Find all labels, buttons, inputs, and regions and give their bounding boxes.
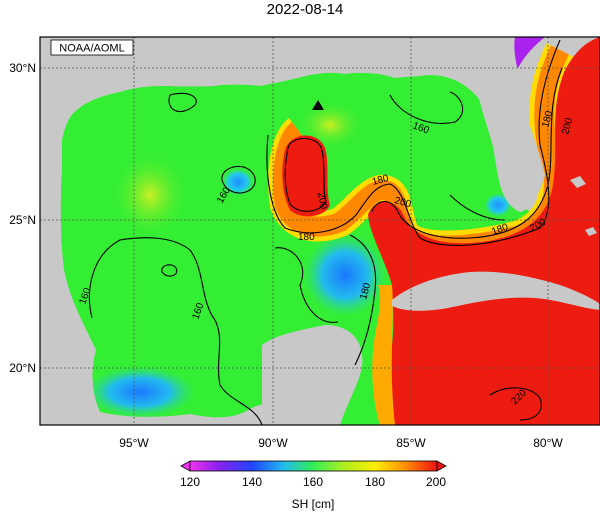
contour-200-loop bbox=[371, 67, 563, 239]
lon-label-80w: 80°W bbox=[533, 436, 563, 450]
yucatan-land bbox=[262, 325, 363, 425]
florida-land bbox=[460, 37, 545, 212]
lon-label-95w: 95°W bbox=[119, 436, 149, 450]
colorbar-right-arrow bbox=[436, 460, 447, 472]
contour-lines bbox=[88, 39, 563, 425]
contour-220 bbox=[489, 387, 542, 421]
contour-160-eddy bbox=[221, 165, 256, 194]
contour-160-c bbox=[274, 247, 339, 323]
sh-patch bbox=[110, 150, 190, 240]
lon-label-90w: 90°W bbox=[258, 436, 288, 450]
colorbar-tick: 140 bbox=[242, 475, 262, 489]
mexico-land bbox=[40, 37, 100, 425]
colorbar-scale bbox=[189, 460, 438, 472]
colorbar-tick: 160 bbox=[303, 475, 323, 489]
lon-label-85w: 85°W bbox=[396, 436, 426, 450]
bahamas-land bbox=[570, 176, 597, 236]
contour-label: 200 bbox=[560, 116, 575, 135]
colorbar-left-arrow bbox=[180, 460, 191, 472]
colorbar-label: SH [cm] bbox=[292, 497, 335, 511]
cool-eddy-east bbox=[484, 193, 512, 217]
contour-180-sw bbox=[349, 234, 377, 366]
station-marker bbox=[312, 100, 324, 110]
loop-current-west-edge bbox=[372, 285, 395, 425]
contour-200-eddy bbox=[284, 137, 327, 212]
contour-label: 180 bbox=[540, 109, 555, 128]
contour-180-band bbox=[266, 39, 561, 246]
map-title: 2022-08-14 bbox=[267, 1, 344, 18]
contour-160-dot bbox=[161, 264, 178, 277]
colorbar-tick: 180 bbox=[365, 475, 385, 489]
colorbar-tick: 120 bbox=[180, 475, 200, 489]
contour-160-nw bbox=[168, 92, 197, 113]
longitude-labels: 95°W 90°W 85°W 80°W bbox=[119, 436, 563, 450]
lat-label-25n: 25°N bbox=[9, 213, 36, 227]
colorbar: 120 140 160 180 200 SH [cm] bbox=[180, 460, 447, 511]
cool-eddy-west bbox=[222, 168, 254, 196]
plot-frame bbox=[39, 36, 600, 426]
cool-eddy-central bbox=[303, 233, 387, 317]
warm-loop-current bbox=[368, 37, 600, 425]
colorbar-tick: 200 bbox=[426, 475, 446, 489]
graticule bbox=[40, 37, 600, 425]
contour-label: 180 bbox=[298, 232, 315, 243]
contour-label: 200 bbox=[393, 195, 412, 210]
gulf-coast-land bbox=[62, 37, 485, 140]
lat-label-20n: 20°N bbox=[9, 361, 36, 375]
contour-180-fl bbox=[449, 194, 506, 221]
contour-label: 200 bbox=[315, 192, 329, 211]
contour-label: 180 bbox=[371, 173, 390, 188]
credit-box bbox=[50, 39, 134, 56]
contour-160-ne bbox=[389, 91, 464, 124]
credit-label: NOAA/AOML bbox=[59, 43, 124, 55]
warm-eddy bbox=[282, 135, 330, 217]
contour-label: 180 bbox=[358, 281, 373, 300]
cool-eddy-south bbox=[85, 366, 195, 418]
cuba-land bbox=[392, 271, 600, 311]
latitude-labels: 30°N 25°N 20°N bbox=[9, 61, 36, 375]
lat-label-30n: 30°N bbox=[9, 61, 36, 75]
contour-160-w bbox=[88, 237, 263, 425]
